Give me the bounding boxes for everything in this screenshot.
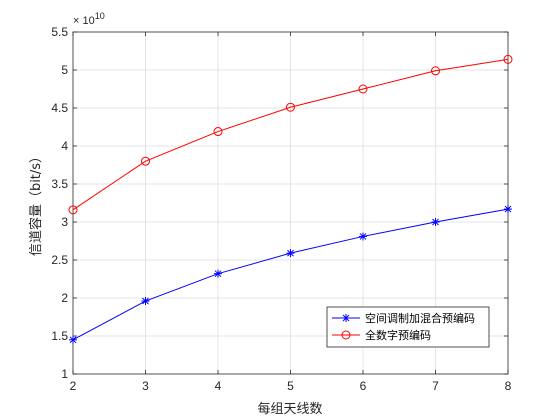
y-tick-label: 4.5 (51, 101, 68, 115)
data-point-asterisk (431, 218, 440, 226)
data-point-asterisk (359, 232, 367, 241)
data-point-circle (286, 102, 295, 112)
y-tick-label: 4 (61, 139, 68, 153)
x-axis-label: 每组天线数 (257, 401, 322, 417)
data-point-circle (431, 66, 440, 76)
legend-marker-0 (342, 314, 350, 322)
x-tick-label: 8 (505, 379, 512, 393)
y-tick-label: 1 (61, 367, 68, 381)
series-line-1 (72, 58, 509, 211)
y-tick-label: 2 (61, 291, 68, 305)
data-point-circle (503, 54, 513, 64)
data-point-asterisk (286, 249, 295, 258)
legend-label-1: 全数字预编码 (365, 328, 431, 342)
data-point-circle (141, 156, 150, 166)
x-tick-label: 4 (215, 379, 222, 393)
legend-marker-1 (341, 330, 351, 340)
series-group (68, 54, 513, 344)
ticks: 2 3 4 5 6 7 8 1 1.5 2 2.5 3 3.5 4 4.5 5 5.5 (51, 25, 511, 393)
data-point-asterisk (69, 335, 77, 344)
y-tick-label: 2.5 (51, 253, 68, 267)
y-tick-label: 5 (61, 63, 68, 77)
legend-label-0: 空间调制加混合预编码 (365, 311, 475, 325)
y-tick-label: 3 (61, 215, 68, 229)
data-point-circle (213, 127, 223, 137)
data-point-asterisk (214, 269, 222, 278)
x-tick-label: 7 (432, 379, 439, 393)
legend: 空间调制加混合预编码 全数字预编码 (326, 306, 490, 348)
y-tick-label: 3.5 (51, 177, 68, 191)
x-tick-label: 5 (287, 379, 294, 393)
y-tick-label: 1.5 (51, 329, 68, 343)
y-exponent-label: × 1010 (73, 11, 105, 27)
legend-box (326, 306, 490, 348)
data-point-asterisk (141, 297, 150, 306)
data-point-circle (68, 205, 78, 215)
grid (73, 32, 508, 374)
y-tick-label: 5.5 (51, 25, 68, 39)
x-tick-label: 6 (360, 379, 367, 393)
x-tick-label: 2 (70, 379, 77, 393)
y-axis-label: 信道容量（bit/s） (28, 150, 44, 256)
x-tick-label: 3 (142, 379, 149, 393)
data-point-circle (358, 84, 368, 94)
data-point-asterisk (504, 205, 512, 214)
